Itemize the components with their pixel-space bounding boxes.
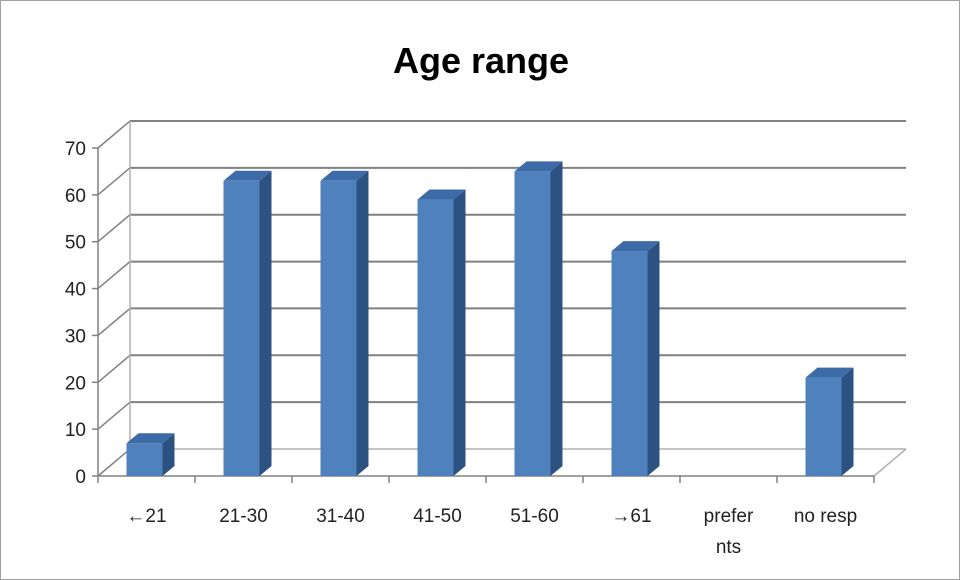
x-tick-label: →61 [611, 506, 651, 527]
bar-top [611, 241, 660, 252]
x-tick-label: nts [716, 537, 741, 558]
x-tick-label: ←21 [126, 506, 166, 527]
y-tick-label: 10 [65, 420, 86, 441]
bar-group [514, 161, 563, 476]
x-tick-label: 41-50 [413, 506, 462, 527]
gridline-side [97, 354, 131, 383]
y-tick-label: 50 [65, 233, 86, 254]
bar-top [805, 367, 854, 378]
bar-top [126, 433, 175, 444]
bar-group [417, 189, 466, 477]
y-tick-label: 30 [65, 326, 86, 347]
bar-top [223, 170, 272, 181]
bar-side [841, 367, 854, 476]
bar [126, 443, 163, 476]
y-tick-label: 0 [75, 467, 86, 488]
y-tick-label: 60 [65, 186, 86, 207]
bar-top [320, 170, 369, 181]
bar [611, 251, 648, 476]
x-tick-label: prefer [704, 506, 754, 527]
gridline-side [97, 214, 131, 243]
bar [223, 180, 260, 477]
x-tick-label: no resp [794, 506, 857, 527]
bar [514, 171, 551, 476]
bar-side [259, 170, 272, 477]
x-tick-label: 21-30 [219, 506, 268, 527]
gridline-side [97, 307, 131, 337]
bar [805, 377, 842, 476]
gridline-side [97, 448, 131, 477]
grid-layer [97, 120, 907, 477]
chart-title: Age range [393, 40, 569, 81]
bar-group [611, 241, 660, 476]
axis-layer [92, 147, 875, 483]
x-tick-label: 31-40 [316, 506, 365, 527]
bar-layer [126, 161, 854, 477]
bar-side [550, 161, 563, 476]
bar-group [320, 170, 369, 477]
y-tick-label: 20 [65, 373, 86, 394]
bar-group [223, 170, 272, 477]
bar [320, 180, 357, 477]
gridline-side [97, 260, 131, 290]
bar-group [805, 367, 854, 476]
bar-top [514, 161, 563, 172]
y-tick-label: 70 [65, 139, 86, 160]
gridline-side [97, 401, 131, 430]
gridline-side [97, 167, 131, 196]
floor-right-edge [873, 448, 907, 477]
x-tick-label: 51-60 [510, 506, 559, 527]
y-tick-label: 40 [65, 280, 86, 301]
bar-side [356, 170, 369, 477]
gridline-side [97, 120, 131, 149]
bar-group [126, 433, 175, 476]
bar [417, 199, 454, 477]
bar-side [647, 241, 660, 476]
bar-side [162, 433, 175, 476]
label-layer: 0 10 20 30 40 50 60 70 ←21 21-30 31-40 41-50 51-60 →6… [65, 139, 857, 558]
bar-top [417, 189, 466, 200]
bar-side [453, 189, 466, 477]
